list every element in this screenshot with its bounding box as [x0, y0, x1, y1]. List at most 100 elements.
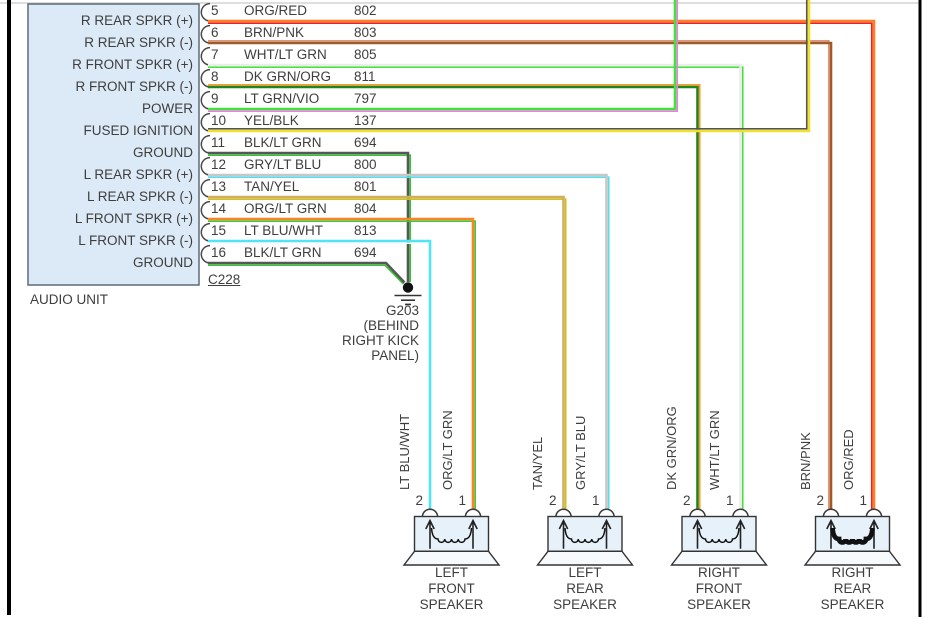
speaker-pin-number: 1: [859, 492, 867, 508]
wire-stripe-6-BRN/PNK: [208, 39, 830, 509]
wire-11-BLK/LT GRN: [208, 151, 410, 282]
speaker-pin-arc: [464, 508, 482, 519]
speaker-arrow: [692, 518, 703, 549]
left-frame-line: [7, 0, 11, 615]
speaker-arrow: [425, 518, 435, 549]
wire-7-WHT/LT GRN: [208, 63, 742, 509]
pin-bracket-15: [200, 222, 211, 242]
pin-wire-color-12: GRY/LT BLU: [244, 157, 322, 173]
speaker-wire-label: GRY/LT BLU: [573, 415, 589, 490]
pin-bracket-5: [200, 2, 211, 22]
speaker-pin-number: 2: [415, 492, 423, 508]
pin-wire-color-5: ORG/RED: [244, 3, 308, 19]
pin-function-label-10: FUSED IGNITION: [83, 122, 193, 138]
pin-wire-color-7: WHT/LT GRN: [244, 47, 327, 63]
speaker-wire-label: BRN/PNK: [797, 432, 813, 490]
pin-circuit-7: 805: [354, 47, 377, 63]
pin-bracket-10: [200, 112, 211, 132]
pin-number-7: 7: [211, 47, 219, 63]
speaker-pin-number: 2: [548, 492, 557, 508]
speaker-name: LEFT FRONT SPEAKER: [419, 565, 484, 613]
pin-bracket-13: [200, 178, 211, 198]
wire-6-BRN/PNK: [208, 41, 833, 509]
pin-bracket-14: [200, 200, 211, 220]
pin-number-9: 9: [211, 91, 219, 107]
speaker-pin-arc: [732, 508, 749, 519]
speaker-cone: [536, 550, 634, 566]
speaker-cone: [670, 550, 768, 566]
pin-function-label-7: R FRONT SPKR (+): [72, 56, 193, 72]
pin-circuit-11: 694: [354, 135, 377, 151]
pin-circuit-13: 801: [354, 179, 377, 195]
pin-number-14: 14: [211, 201, 227, 217]
wire-8-DK GRN/ORG: [208, 85, 699, 509]
speaker-pin-number: 1: [591, 492, 600, 508]
wire-stripe-12-GRY/LT BLU: [208, 176, 610, 509]
wire-12-GRY/LT BLU: [208, 173, 608, 509]
pin-function-label-12: L REAR SPKR (+): [83, 166, 193, 182]
audio-unit-box: [27, 3, 200, 286]
pin-bracket-9: [200, 90, 211, 110]
pin-wire-color-9: LT GRN/VIO: [244, 91, 320, 107]
speaker-coil: [830, 527, 875, 545]
pin-wire-color-6: BRN/PNK: [244, 25, 305, 41]
speaker-wire-label: TAN/YEL: [530, 436, 546, 490]
speaker-name: LEFT REAR SPEAKER: [553, 565, 617, 613]
pin-circuit-10: 137: [354, 113, 377, 129]
pin-circuit-8: 811: [354, 69, 376, 85]
pin-circuit-15: 813: [354, 223, 377, 239]
wire-stripe-15-LT BLU/WHT: [208, 242, 434, 509]
wire-14-ORG/LT GRN: [208, 217, 475, 509]
pin-number-11: 11: [211, 135, 226, 151]
pin-function-label-11: GROUND: [133, 144, 193, 160]
wire-stripe-7-WHT/LT GRN: [208, 66, 744, 509]
pin-function-label-15: L FRONT SPKR (-): [78, 232, 193, 248]
pin-function-label-14: L FRONT SPKR (+): [74, 210, 193, 226]
pin-number-6: 6: [211, 25, 219, 41]
speaker-wire-label: ORG/LT GRN: [439, 410, 455, 490]
pin-function-label-9: POWER: [141, 100, 193, 116]
speaker-arrow: [468, 518, 478, 549]
pin-circuit-6: 803: [354, 25, 377, 41]
speaker-box: [547, 515, 623, 552]
pin-wire-color-10: YEL/BLK: [244, 113, 299, 129]
pin-function-label-5: R REAR SPKR (+): [80, 12, 193, 28]
speaker-wire-label: ORG/RED: [840, 429, 856, 490]
speaker-pin-arc: [689, 508, 706, 519]
wire-15-LT BLU/WHT: [208, 239, 432, 509]
speaker-wire-label: LT BLU/WHT: [396, 413, 412, 490]
pin-wire-color-8: DK GRN/ORG: [244, 69, 332, 85]
pin-number-10: 10: [211, 113, 227, 129]
audio-unit-label: AUDIO UNIT: [30, 292, 109, 307]
pin-wire-color-13: TAN/YEL: [244, 179, 300, 195]
pin-circuit-12: 800: [354, 157, 377, 173]
pin-number-15: 15: [211, 223, 227, 239]
wire-stripe-14-ORG/LT GRN: [208, 220, 477, 509]
pin-bracket-12: [200, 156, 211, 176]
speaker-box: [413, 515, 490, 552]
speaker-pin-number: 1: [725, 492, 734, 508]
pin-circuit-9: 797: [354, 91, 377, 107]
wire-stripe-5-ORG/RED: [208, 22, 873, 509]
pin-number-8: 8: [211, 69, 219, 85]
wire-16-BLK/LT GRN: [208, 261, 406, 284]
speaker-pin-arc: [598, 508, 615, 519]
pin-circuit-5: 802: [354, 3, 377, 19]
pin-number-16: 16: [211, 245, 227, 261]
pin-number-13: 13: [211, 179, 227, 195]
wire-stripe-13-TAN/YEL: [208, 198, 567, 509]
speaker-arrow: [735, 518, 746, 549]
speaker-box: [814, 515, 891, 552]
speaker-cone: [803, 550, 902, 566]
wire-10-YEL/BLK: [208, 0, 811, 133]
speaker-wire-label: WHT/LT GRN: [707, 410, 723, 490]
top-rule: [0, 2, 919, 4]
speaker-arrow: [826, 518, 836, 549]
pin-bracket-8: [200, 68, 211, 88]
pin-wire-color-14: ORG/LT GRN: [244, 201, 327, 217]
pin-function-label-6: R REAR SPKR (-): [84, 34, 193, 50]
speaker-coil: [430, 527, 473, 544]
speaker-coil: [564, 527, 606, 544]
